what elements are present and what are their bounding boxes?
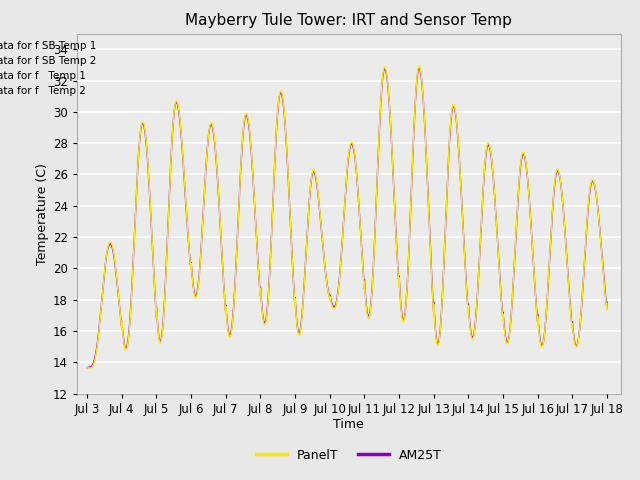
Legend: PanelT, AM25T: PanelT, AM25T xyxy=(251,444,447,467)
Text: No data for f SB Temp 1: No data for f SB Temp 1 xyxy=(0,40,96,50)
Title: Mayberry Tule Tower: IRT and Sensor Temp: Mayberry Tule Tower: IRT and Sensor Temp xyxy=(186,13,512,28)
Y-axis label: Temperature (C): Temperature (C) xyxy=(36,163,49,264)
Text: No data for f SB Temp 2: No data for f SB Temp 2 xyxy=(0,56,96,66)
Text: No data for f   Temp 1: No data for f Temp 1 xyxy=(0,71,86,81)
Text: No data for f   Temp 2: No data for f Temp 2 xyxy=(0,86,86,96)
X-axis label: Time: Time xyxy=(333,419,364,432)
